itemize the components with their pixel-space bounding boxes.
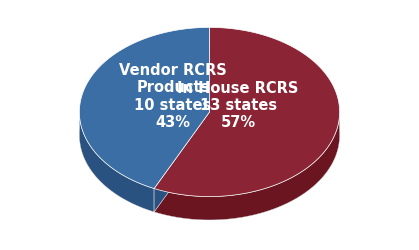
Polygon shape — [154, 112, 340, 220]
Polygon shape — [79, 28, 210, 188]
Ellipse shape — [79, 51, 340, 220]
Text: In House RCRS
13 states
57%: In House RCRS 13 states 57% — [177, 80, 299, 130]
Polygon shape — [154, 28, 340, 196]
Polygon shape — [154, 112, 210, 212]
Text: Vendor RCRS
Products
10 states
43%: Vendor RCRS Products 10 states 43% — [119, 63, 227, 130]
Polygon shape — [154, 112, 210, 212]
Polygon shape — [79, 112, 154, 212]
